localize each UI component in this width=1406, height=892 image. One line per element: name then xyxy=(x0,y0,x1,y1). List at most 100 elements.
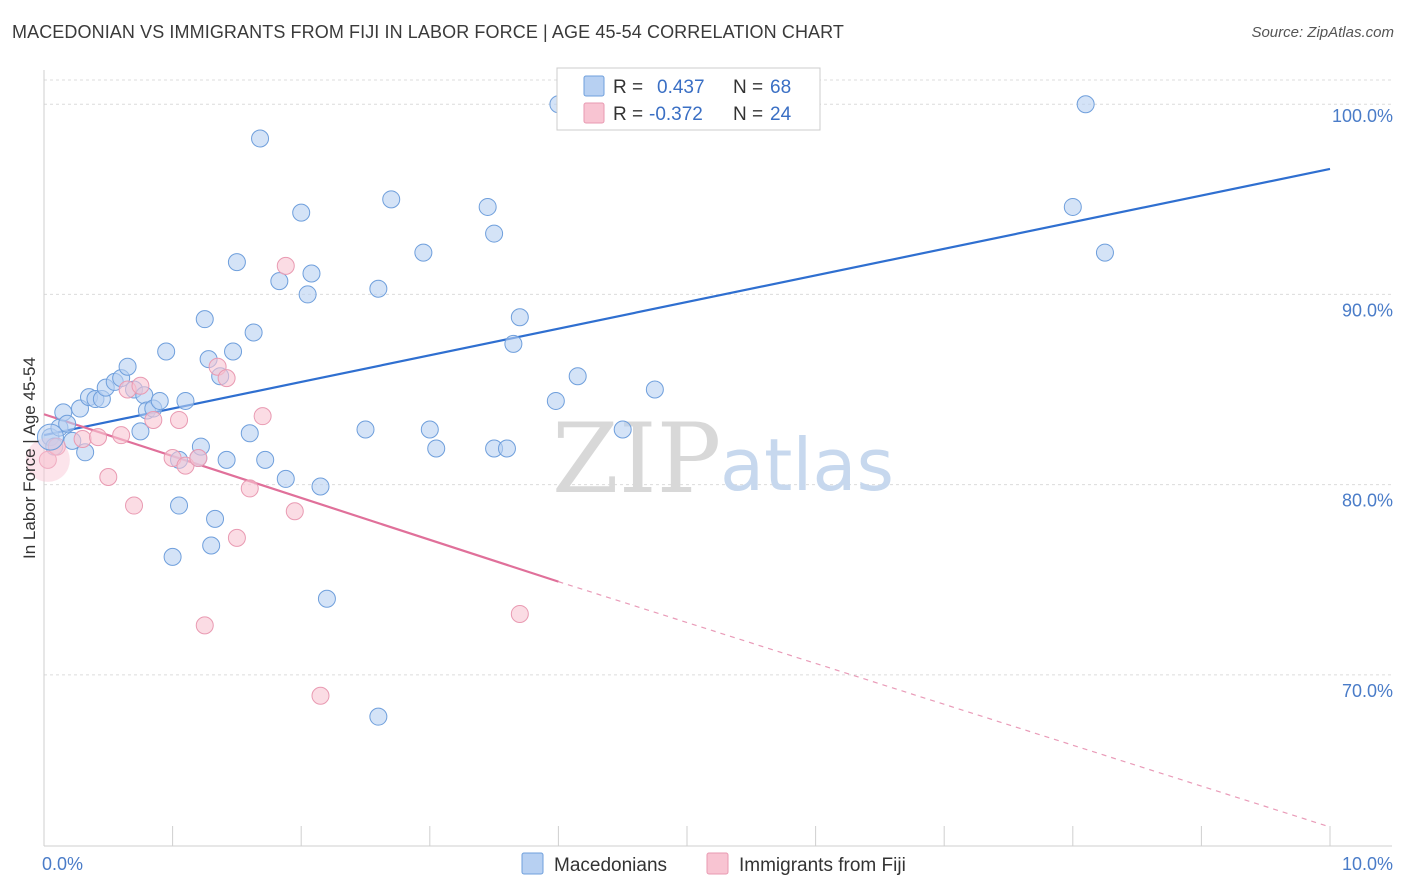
point-macedonian xyxy=(251,129,270,148)
point-macedonian xyxy=(195,310,214,329)
point-macedonian xyxy=(244,323,263,342)
point-macedonian-cluster xyxy=(36,423,64,451)
x-tick-label: 10.0% xyxy=(1342,854,1393,874)
y-tick-label: 100.0% xyxy=(1332,106,1393,126)
point-macedonian xyxy=(176,391,195,410)
legend-r-value-1: 0.437 xyxy=(657,77,705,98)
point-fiji xyxy=(125,496,144,515)
point-fiji xyxy=(131,376,150,395)
point-macedonian xyxy=(427,439,446,458)
point-macedonian xyxy=(150,391,169,410)
point-macedonian xyxy=(317,589,336,608)
point-macedonian xyxy=(240,424,259,443)
point-macedonian xyxy=(510,308,529,327)
point-macedonian xyxy=(1095,243,1114,262)
point-fiji xyxy=(253,407,272,426)
bottom-legend: Macedonians Immigrants from Fiji xyxy=(521,852,906,876)
x-tick-label: 0.0% xyxy=(42,854,83,874)
legend-n-label-1: N = xyxy=(733,77,763,98)
bottom-legend-fiji: Immigrants from Fiji xyxy=(739,855,906,876)
trend-line-fiji-extrapolated xyxy=(558,581,1331,828)
point-macedonian xyxy=(497,439,516,458)
point-macedonian xyxy=(224,342,243,361)
point-macedonian xyxy=(157,342,176,361)
point-macedonian xyxy=(369,279,388,298)
point-fiji xyxy=(112,426,131,445)
point-fiji xyxy=(227,528,246,547)
point-fiji xyxy=(170,410,189,429)
point-macedonian xyxy=(485,224,504,243)
trend-layer xyxy=(43,167,1331,828)
chart-title: MACEDONIAN VS IMMIGRANTS FROM FIJI IN LA… xyxy=(12,22,845,42)
point-macedonian xyxy=(58,414,77,433)
point-macedonian xyxy=(478,197,497,216)
grid-layer xyxy=(44,79,1392,676)
axes-layer: 70.0% 80.0% 90.0% 100.0% 0.0% 10.0% xyxy=(42,70,1393,874)
point-fiji xyxy=(276,256,295,275)
source-label: Source: ZipAtlas.com xyxy=(1251,24,1394,41)
point-macedonian xyxy=(369,707,388,726)
trend-line-fiji xyxy=(43,413,559,583)
y-tick-label: 90.0% xyxy=(1342,300,1393,320)
legend-r-label-2: R = xyxy=(613,104,643,125)
point-macedonian xyxy=(292,203,311,222)
point-macedonian xyxy=(382,190,401,209)
point-macedonian xyxy=(163,547,182,566)
point-macedonian xyxy=(118,357,137,376)
legend-r-value-2: -0.372 xyxy=(649,104,703,125)
point-macedonian xyxy=(217,450,236,469)
point-macedonian xyxy=(227,253,246,272)
points-layer xyxy=(25,95,1114,726)
point-fiji xyxy=(285,502,304,521)
point-fiji xyxy=(144,410,163,429)
point-macedonian xyxy=(256,450,275,469)
legend-n-value-1: 68 xyxy=(770,77,791,98)
point-macedonian xyxy=(420,420,439,439)
point-macedonian xyxy=(1063,197,1082,216)
watermark-atlas: atlas xyxy=(720,423,894,507)
point-macedonian xyxy=(131,422,150,441)
point-fiji xyxy=(189,449,208,467)
y-axis-label: In Labor Force | Age 45-54 xyxy=(20,357,39,559)
point-macedonian xyxy=(170,496,189,515)
legend: R = 0.437 N = 68 R = -0.372 N = 24 xyxy=(556,67,821,131)
bottom-legend-swatch-fiji xyxy=(706,852,729,875)
point-fiji xyxy=(240,479,259,498)
legend-swatch-macedonians xyxy=(583,75,605,97)
point-macedonian xyxy=(302,264,321,283)
point-macedonian xyxy=(613,420,632,439)
point-macedonian xyxy=(311,477,330,496)
point-fiji xyxy=(510,604,529,623)
trend-line-macedonians xyxy=(43,167,1331,437)
point-macedonian xyxy=(546,391,565,410)
point-macedonian xyxy=(202,536,221,555)
watermark-zip: ZIP xyxy=(552,403,721,515)
point-fiji xyxy=(89,428,108,447)
point-macedonian xyxy=(568,367,587,386)
point-fiji xyxy=(217,369,236,388)
legend-n-label-2: N = xyxy=(733,104,763,125)
point-macedonian xyxy=(298,285,317,304)
watermark: ZIP atlas xyxy=(552,403,894,515)
legend-n-value-2: 24 xyxy=(770,104,792,125)
point-fiji xyxy=(195,616,214,635)
bottom-legend-macedonians: Macedonians xyxy=(554,855,667,876)
point-fiji xyxy=(38,450,57,469)
point-fiji xyxy=(99,468,118,487)
point-fiji xyxy=(311,686,330,705)
legend-swatch-fiji xyxy=(583,102,605,124)
point-macedonian xyxy=(1076,95,1095,114)
point-macedonian xyxy=(276,469,295,488)
y-tick-label: 70.0% xyxy=(1342,681,1393,701)
point-fiji xyxy=(73,429,92,448)
point-macedonian xyxy=(206,509,225,528)
point-macedonian xyxy=(414,243,433,262)
point-macedonian xyxy=(356,420,375,439)
bottom-legend-swatch-macedonians xyxy=(521,852,544,875)
legend-r-label-1: R = xyxy=(613,77,643,98)
point-macedonian xyxy=(504,334,523,353)
point-macedonian xyxy=(645,380,664,399)
y-tick-label: 80.0% xyxy=(1342,491,1393,511)
point-fiji-cluster xyxy=(25,437,70,482)
